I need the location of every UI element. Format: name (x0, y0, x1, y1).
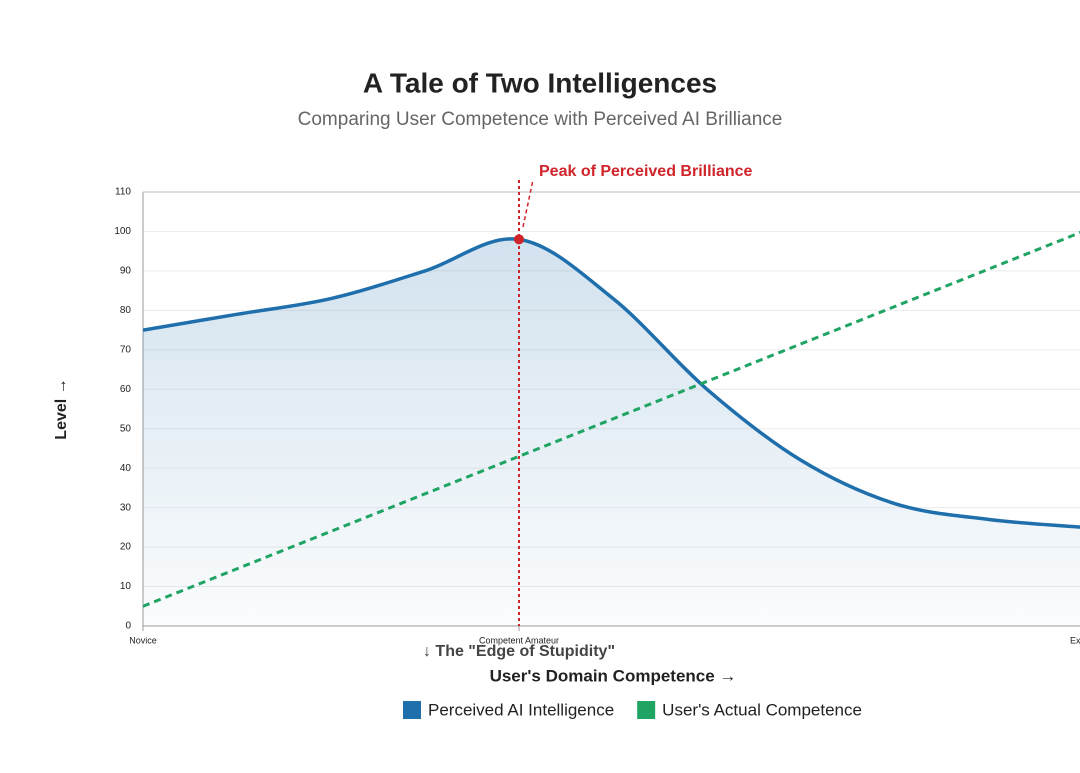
y-tick-label: 40 (120, 463, 132, 474)
plot-area (143, 231, 1080, 626)
legend-swatch (637, 701, 656, 719)
x-tick-label: Novice (129, 635, 157, 645)
x-axis-title: User's Domain Competence → (490, 666, 737, 685)
annotation-label: ↓ The "Edge of Stupidity" (423, 643, 615, 660)
peak-marker (514, 234, 524, 245)
y-tick-label: 10 (120, 581, 132, 592)
x-tick-label: Competent Amateur (479, 635, 559, 645)
x-tick-label: Expert (1070, 635, 1080, 645)
annotation-label: Peak of Perceived Brilliance (539, 163, 753, 180)
chart-title: A Tale of Two Intelligences (363, 67, 717, 98)
y-tick-label: 70 (120, 344, 132, 355)
area (143, 238, 1080, 626)
y-tick-label: 90 (120, 266, 132, 277)
legend-label: User's Actual Competence (662, 700, 862, 719)
y-tick-label: 50 (120, 423, 132, 434)
y-tick-label: 80 (120, 305, 132, 316)
y-tick-label: 110 (115, 187, 131, 198)
legend-label: Perceived AI Intelligence (428, 700, 614, 719)
line (143, 237, 1080, 529)
y-tick-label: 30 (120, 502, 132, 513)
y-tick-label: 20 (120, 542, 132, 553)
line (143, 231, 1080, 608)
y-tick-label: 100 (114, 226, 131, 237)
y-tick-label: 60 (120, 384, 132, 395)
y-tick-label: 0 (125, 621, 131, 632)
legend-swatch (403, 701, 421, 719)
y-axis-title: Level → (53, 378, 70, 439)
annotation-pointer (522, 179, 534, 228)
chart-subtitle: Comparing User Competence with Perceived… (298, 109, 783, 130)
